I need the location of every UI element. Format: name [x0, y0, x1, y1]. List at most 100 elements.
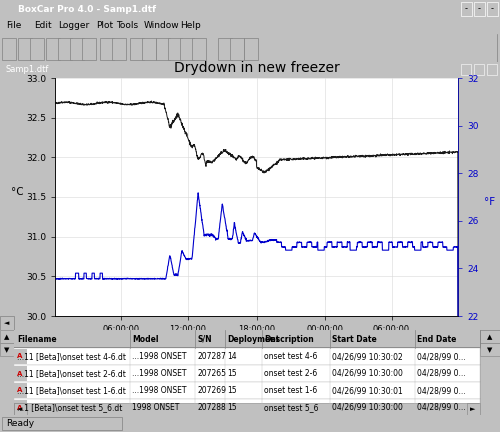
Text: 04/26/99 10:30:02: 04/26/99 10:30:02: [332, 352, 403, 361]
Bar: [467, 403, 480, 415]
Bar: [70, 38, 84, 60]
Bar: [156, 38, 170, 60]
Text: ...1998 ONSET: ...1998 ONSET: [132, 386, 186, 395]
Text: Edit: Edit: [34, 22, 52, 31]
Bar: [244, 38, 258, 60]
Text: 15: 15: [227, 403, 236, 412]
Bar: [14, 403, 27, 415]
Bar: [58, 38, 72, 60]
Text: Logger: Logger: [58, 22, 89, 31]
Bar: [14, 399, 500, 416]
Text: 07/22/98 08:00:59: 07/22/98 08:00:59: [380, 359, 458, 368]
Text: Ready: Ready: [6, 419, 34, 428]
Text: 07/21/98 02:12:59: 07/21/98 02:12:59: [55, 359, 134, 368]
Text: 04/28/99 0...: 04/28/99 0...: [417, 386, 466, 395]
Bar: [46, 38, 60, 60]
Bar: [474, 2, 485, 16]
Bar: [0, 330, 14, 343]
Text: ...1998 ONSET: ...1998 ONSET: [132, 369, 186, 378]
Bar: [474, 64, 484, 75]
Text: End Date: End Date: [417, 334, 457, 343]
Bar: [218, 38, 232, 60]
Text: A: A: [18, 404, 22, 410]
Text: ...11 [Beta]\onset test 4-6.dt: ...11 [Beta]\onset test 4-6.dt: [17, 352, 126, 361]
Text: Description: Description: [264, 334, 314, 343]
Text: -: -: [491, 4, 494, 13]
Bar: [2, 38, 16, 60]
Title: Drydown in new freezer: Drydown in new freezer: [174, 61, 340, 76]
Text: ◄: ◄: [18, 406, 22, 412]
Text: Help: Help: [180, 22, 201, 31]
Bar: [82, 38, 96, 60]
Text: 207265: 207265: [197, 369, 226, 378]
Text: Tools: Tools: [116, 22, 138, 31]
Text: S/N: S/N: [197, 334, 212, 343]
Text: 04/26/99 10:30:00: 04/26/99 10:30:00: [332, 369, 403, 378]
Bar: [168, 38, 182, 60]
Bar: [14, 330, 500, 347]
Text: onset test 5_6: onset test 5_6: [264, 403, 318, 412]
Text: A: A: [18, 353, 22, 359]
Text: onset test 2-6: onset test 2-6: [264, 369, 318, 378]
Text: 04/26/99 10:30:00: 04/26/99 10:30:00: [332, 403, 403, 412]
Text: File: File: [6, 22, 22, 31]
Text: Samp1.dtf: Samp1.dtf: [6, 64, 50, 73]
Text: Plot: Plot: [96, 22, 113, 31]
Bar: [461, 2, 472, 16]
Bar: [180, 38, 194, 60]
Bar: [0, 316, 14, 330]
Text: onset test 4-6: onset test 4-6: [264, 352, 318, 361]
Bar: [14, 382, 500, 399]
Text: 04/26/99 10:30:01: 04/26/99 10:30:01: [332, 386, 403, 395]
Text: Start Date: Start Date: [332, 334, 377, 343]
Bar: [487, 2, 498, 16]
Text: ▼: ▼: [488, 347, 492, 353]
Text: ...11 [Beta]\onset test 1-6.dt: ...11 [Beta]\onset test 1-6.dt: [17, 386, 126, 395]
Bar: [30, 38, 44, 60]
Bar: [230, 38, 244, 60]
Bar: [14, 403, 480, 415]
Bar: [480, 330, 500, 415]
Text: Model: Model: [132, 334, 158, 343]
Bar: [112, 38, 126, 60]
Y-axis label: °C: °C: [11, 187, 24, 197]
Text: -: -: [478, 4, 481, 13]
Bar: [130, 38, 144, 60]
Text: 04/28/99 0...: 04/28/99 0...: [417, 369, 466, 378]
Text: Filename: Filename: [17, 334, 56, 343]
Text: 207288: 207288: [197, 403, 226, 412]
Text: ...1 [Beta]\onset test 5_6.dt: ...1 [Beta]\onset test 5_6.dt: [17, 403, 122, 412]
Text: ...1998 ONSET: ...1998 ONSET: [132, 352, 186, 361]
Text: Deployment: Deployment: [227, 334, 280, 343]
Text: 15: 15: [227, 369, 236, 378]
Text: ▲: ▲: [4, 334, 10, 340]
Text: ◄: ◄: [4, 320, 10, 326]
Y-axis label: °F: °F: [484, 197, 495, 207]
Bar: [100, 38, 114, 60]
Text: ▼: ▼: [4, 347, 10, 353]
Bar: [142, 38, 156, 60]
Bar: [14, 365, 500, 382]
Text: Window: Window: [144, 22, 180, 31]
Bar: [461, 64, 471, 75]
Text: 207269: 207269: [197, 386, 226, 395]
Bar: [487, 64, 497, 75]
Text: ►: ►: [470, 406, 476, 412]
Text: A: A: [18, 371, 22, 377]
Text: 14: 14: [227, 352, 236, 361]
Text: A: A: [18, 388, 22, 394]
Text: BoxCar Pro 4.0 - Samp1.dtf: BoxCar Pro 4.0 - Samp1.dtf: [18, 4, 156, 13]
Text: 15: 15: [227, 386, 236, 395]
Text: 1998 ONSET: 1998 ONSET: [132, 403, 180, 412]
Text: ...11 [Beta]\onset test 2-6.dt: ...11 [Beta]\onset test 2-6.dt: [17, 369, 126, 378]
Bar: [480, 343, 500, 356]
Bar: [14, 383, 27, 398]
Bar: [2, 417, 122, 430]
Text: ▲: ▲: [488, 334, 492, 340]
Bar: [192, 38, 206, 60]
Bar: [14, 366, 27, 381]
Bar: [480, 330, 500, 343]
Text: -: -: [465, 4, 468, 13]
Bar: [14, 349, 27, 364]
Bar: [0, 343, 14, 356]
